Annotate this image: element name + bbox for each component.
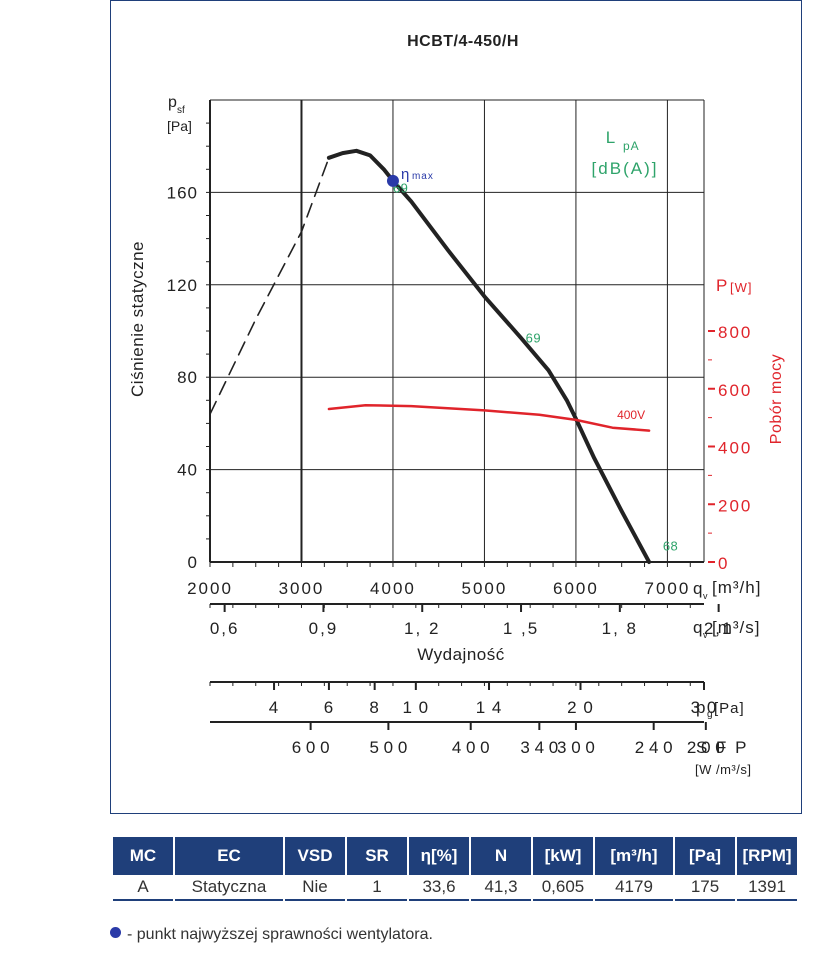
series-line-pressure-unstable <box>209 157 330 415</box>
power-series-label: 400V <box>617 408 645 422</box>
sfp-tick-label: 3 0 0 <box>557 738 595 757</box>
x2-tick-label: 1, 2 <box>404 619 440 638</box>
y-axis-symbol: p <box>168 94 177 111</box>
sfp-tick-label: 4 0 0 <box>452 738 490 757</box>
x2-tick-label: 2,1 <box>704 619 734 638</box>
pg-tick-label: 1 0 <box>403 698 430 717</box>
y-axis-symbol-sub: sf <box>177 105 185 116</box>
pg-tick-label: 6 <box>324 698 334 717</box>
pg-unit: [Pa] <box>714 700 745 717</box>
header-cell: EC <box>175 837 283 875</box>
parameters-table: MC EC VSD SR η[%] N [kW] [m³/h] [Pa] [RP… <box>111 837 799 901</box>
header-cell: [kW] <box>533 837 593 875</box>
x-tick-label: 7000 <box>644 579 690 598</box>
sfp-tick-label: 6 0 0 <box>292 738 330 757</box>
y2-axis-label: Pobór mocy <box>768 354 785 444</box>
table-cell: 1 <box>347 875 407 901</box>
x2-axis-symbol: q <box>693 618 702 637</box>
lpa-label-sub: pA <box>623 139 640 153</box>
table-cell: A <box>113 875 173 901</box>
header-cell: N <box>471 837 531 875</box>
header-cell: SR <box>347 837 407 875</box>
y2-tick-label: 0 <box>718 554 729 573</box>
header-cell: η[%] <box>409 837 469 875</box>
pg-symbol: p <box>696 698 705 717</box>
x-tick-label: 6000 <box>553 579 599 598</box>
pg-tick-label: 3 0 <box>691 698 718 717</box>
y2-tick-label: 800 <box>718 323 752 342</box>
header-cell: [m³/h] <box>595 837 673 875</box>
table-cell: 1391 <box>737 875 797 901</box>
sfp-tick-label: 5 0 0 <box>369 738 407 757</box>
series-line-power <box>327 403 651 432</box>
eta-max-label: η <box>401 166 409 183</box>
y-axis-label: Ciśnienie statyczne <box>128 241 147 397</box>
sfp-unit: [W /m³/s] <box>695 762 752 777</box>
table-cell: 0,605 <box>533 875 593 901</box>
y2-tick-label: 200 <box>718 496 752 515</box>
y2-tick-label: 600 <box>718 381 752 400</box>
x-tick-label: 4000 <box>370 579 416 598</box>
y2-tick-label: 400 <box>718 439 752 458</box>
table-cell: 41,3 <box>471 875 531 901</box>
header-cell: [Pa] <box>675 837 735 875</box>
header-cell: MC <box>113 837 173 875</box>
lpa-value-label: 69 <box>526 331 541 346</box>
sfp-label: S F P <box>696 738 749 757</box>
y-axis-unit: [Pa] <box>167 118 192 134</box>
pg-tick-label: 4 <box>269 698 279 717</box>
chart-frame: HCBT/4-450/H 0 40 80 120 160 Ciśnienie statycz… <box>110 0 802 814</box>
x-axis-unit: [m³/h] <box>712 578 761 597</box>
legend-note: - punkt najwyższej sprawności wentylator… <box>110 926 433 944</box>
eta-max-label-sub: max <box>412 171 434 182</box>
x-tick-label: 5000 <box>462 579 508 598</box>
header-cell: [RPM] <box>737 837 797 875</box>
y2-axis-symbol: P <box>716 276 728 295</box>
table-cell: 175 <box>675 875 735 901</box>
x2-axis-unit: [m³/s] <box>712 618 761 637</box>
y2-axis-unit: [W] <box>730 280 753 295</box>
pg-tick-label: 1 4 <box>476 698 503 717</box>
y-tick-label: 0 <box>188 553 198 572</box>
x-axis-symbol-sub: v <box>703 591 708 601</box>
x2-tick-label: 1, 8 <box>602 619 638 638</box>
lpa-unit: [dB(A)] <box>592 159 659 178</box>
x2-tick-label: 0,9 <box>309 619 339 638</box>
x2-tick-label: 0,6 <box>210 619 240 638</box>
x2-axis-symbol-sub: v <box>703 630 708 640</box>
chart-title: HCBT/4-450/H <box>407 33 519 50</box>
table-header-row: MC EC VSD SR η[%] N [kW] [m³/h] [Pa] [RP… <box>113 837 797 875</box>
x-tick-label: 3000 <box>279 579 325 598</box>
y-tick-label: 80 <box>177 368 198 387</box>
sfp-tick-label: 2 0 0 <box>687 738 725 757</box>
lpa-label: L <box>606 128 616 147</box>
legend-note-text: - punkt najwyższej sprawności wentylator… <box>127 926 433 943</box>
sfp-tick-label: 2 4 0 <box>635 738 673 757</box>
table-cell: Statyczna <box>175 875 283 901</box>
lpa-value-label: 68 <box>663 538 678 553</box>
pg-tick-label: 8 <box>369 698 379 717</box>
eta-max-point <box>386 174 399 187</box>
table-row: A Statyczna Nie 1 33,6 41,3 0,605 4179 1… <box>113 875 797 901</box>
y-tick-label: 160 <box>167 183 198 202</box>
x-tick-label: 2000 <box>187 579 233 598</box>
series-line-pressure <box>326 148 652 564</box>
y-tick-label: 120 <box>167 276 198 295</box>
x2-tick-label: 1 ,5 <box>503 619 539 638</box>
header-cell: VSD <box>285 837 345 875</box>
pg-tick-label: 2 0 <box>567 698 594 717</box>
pg-symbol-sub: g <box>707 709 713 720</box>
x-axis-label: Wydajność <box>417 645 505 664</box>
y-tick-label: 40 <box>177 461 198 480</box>
eta-max-dot-icon <box>110 927 121 938</box>
table-cell: 33,6 <box>409 875 469 901</box>
x-axis-symbol: q <box>693 579 702 598</box>
sfp-tick-label: 3 4 0 <box>520 738 558 757</box>
table-cell: Nie <box>285 875 345 901</box>
table-cell: 4179 <box>595 875 673 901</box>
